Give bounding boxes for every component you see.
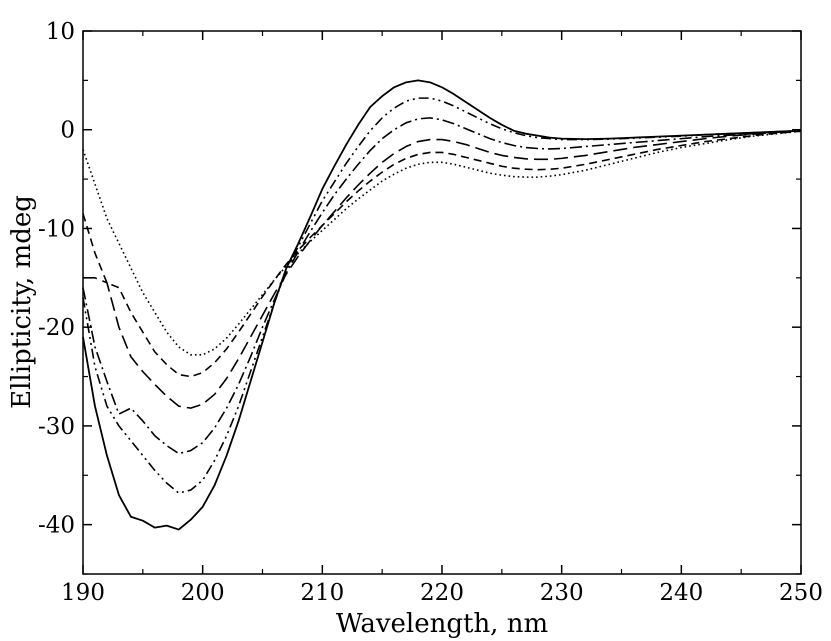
y-tick-label: -10: [38, 216, 75, 242]
x-tick-label: 210: [300, 580, 344, 606]
series-line-1-solid: [82, 79, 802, 531]
x-tick-label: 190: [61, 580, 105, 606]
y-axis-label: Ellipticity, mdeg: [7, 195, 37, 409]
series-line-3-dash-dot: [82, 117, 802, 455]
axis-tick-labels: 190 200 210 220 230 240 250 -40 -30 -20 -10 0 10: [38, 19, 823, 606]
y-tick-label: -30: [38, 414, 75, 440]
data-series: [82, 79, 802, 531]
x-tick-label: 250: [779, 580, 823, 606]
axis-ticks: [82, 30, 802, 575]
series-line-4-long-dash: [83, 129, 802, 409]
series-line-5-dash: [82, 130, 802, 378]
plot-frame: [82, 30, 802, 575]
y-tick-label: -20: [38, 315, 75, 341]
x-tick-label: 240: [659, 580, 703, 606]
x-tick-label: 200: [181, 580, 225, 606]
x-tick-label: 220: [420, 580, 464, 606]
y-tick-label: -40: [38, 513, 75, 539]
y-tick-label: 0: [60, 118, 75, 144]
y-tick-label: 10: [46, 19, 75, 45]
series-line-2-dash-dot-dot: [82, 97, 802, 494]
series-line-6-dotted: [82, 130, 802, 356]
x-tick-label: 230: [540, 580, 584, 606]
x-axis-label: Wavelength, nm: [336, 609, 548, 639]
